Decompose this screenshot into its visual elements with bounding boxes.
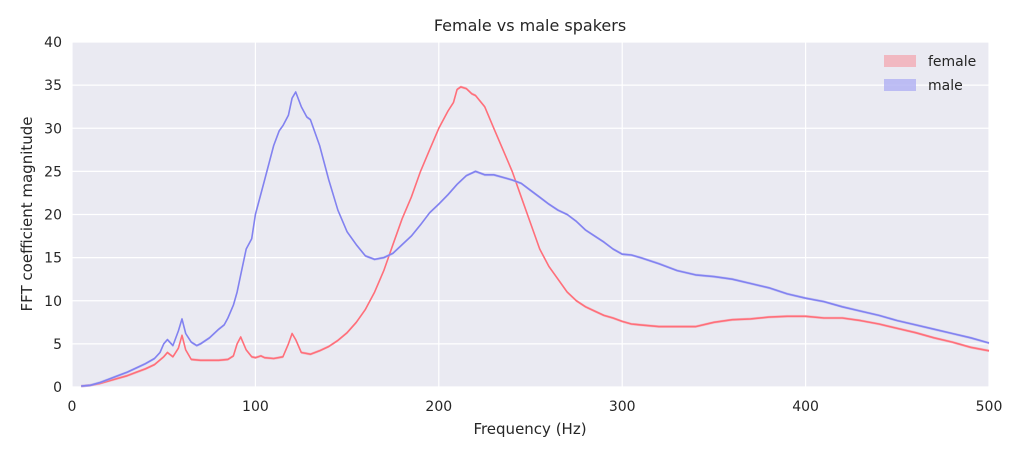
legend-swatch-male	[884, 79, 916, 91]
y-tick-label: 25	[44, 164, 62, 180]
x-tick-label: 300	[609, 399, 636, 415]
chart-title: Female vs male spakers	[434, 16, 626, 35]
x-tick-label: 500	[976, 399, 1003, 415]
x-axis-label: Frequency (Hz)	[473, 420, 586, 438]
x-tick-label: 0	[68, 399, 77, 415]
y-tick-label: 0	[53, 380, 62, 396]
tick-labels: 0 100 200 300 400 500 0 5 10 15 20 25 30 35 40	[44, 35, 1002, 415]
y-tick-label: 20	[44, 208, 62, 224]
y-tick-label: 35	[44, 78, 62, 94]
y-tick-label: 15	[44, 251, 62, 267]
legend-swatch-female	[884, 55, 916, 67]
series-line-female	[81, 86, 990, 387]
series-layer	[81, 85, 990, 388]
grid-lines	[71, 41, 990, 388]
legend: female male	[884, 54, 976, 94]
legend-label-female: female	[928, 54, 976, 70]
y-tick-label: 10	[44, 294, 62, 310]
x-tick-label: 400	[792, 399, 819, 415]
y-tick-label: 30	[44, 121, 62, 137]
y-tick-label: 40	[44, 35, 62, 51]
y-tick-label: 5	[53, 337, 62, 353]
y-axis-label: FFT coefficient magnitude	[18, 116, 36, 311]
x-tick-label: 100	[242, 399, 269, 415]
legend-label-male: male	[928, 78, 963, 94]
x-tick-label: 200	[425, 399, 452, 415]
series-line-male	[81, 91, 990, 387]
